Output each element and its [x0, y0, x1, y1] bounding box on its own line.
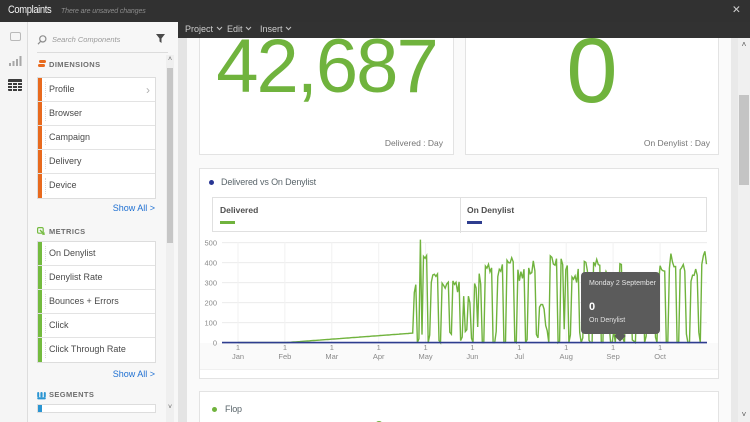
- svg-text:300: 300: [204, 279, 217, 288]
- svg-text:May: May: [419, 352, 433, 361]
- svg-text:1: 1: [658, 343, 662, 352]
- svg-text:1: 1: [470, 343, 474, 352]
- svg-text:1: 1: [377, 343, 381, 352]
- svg-text:500: 500: [204, 239, 217, 248]
- svg-text:200: 200: [204, 299, 217, 308]
- svg-text:1: 1: [330, 343, 334, 352]
- svg-text:Mar: Mar: [325, 352, 338, 361]
- svg-text:Jan: Jan: [232, 352, 244, 361]
- svg-text:Aug: Aug: [560, 352, 573, 361]
- svg-text:0: 0: [213, 339, 217, 348]
- svg-text:1: 1: [424, 343, 428, 352]
- svg-text:Oct: Oct: [654, 352, 667, 361]
- svg-text:1: 1: [517, 343, 521, 352]
- svg-text:1: 1: [236, 343, 240, 352]
- svg-text:100: 100: [204, 319, 217, 328]
- svg-text:Feb: Feb: [278, 352, 291, 361]
- svg-text:1: 1: [283, 343, 287, 352]
- svg-text:Jul: Jul: [515, 352, 525, 361]
- svg-text:400: 400: [204, 259, 217, 268]
- svg-text:1: 1: [564, 343, 568, 352]
- svg-text:Apr: Apr: [373, 352, 385, 361]
- svg-text:Jun: Jun: [466, 352, 478, 361]
- svg-text:Sep: Sep: [606, 352, 619, 361]
- svg-text:1: 1: [611, 343, 615, 352]
